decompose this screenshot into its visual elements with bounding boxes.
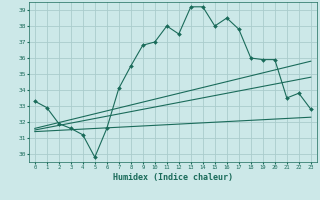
- X-axis label: Humidex (Indice chaleur): Humidex (Indice chaleur): [113, 173, 233, 182]
